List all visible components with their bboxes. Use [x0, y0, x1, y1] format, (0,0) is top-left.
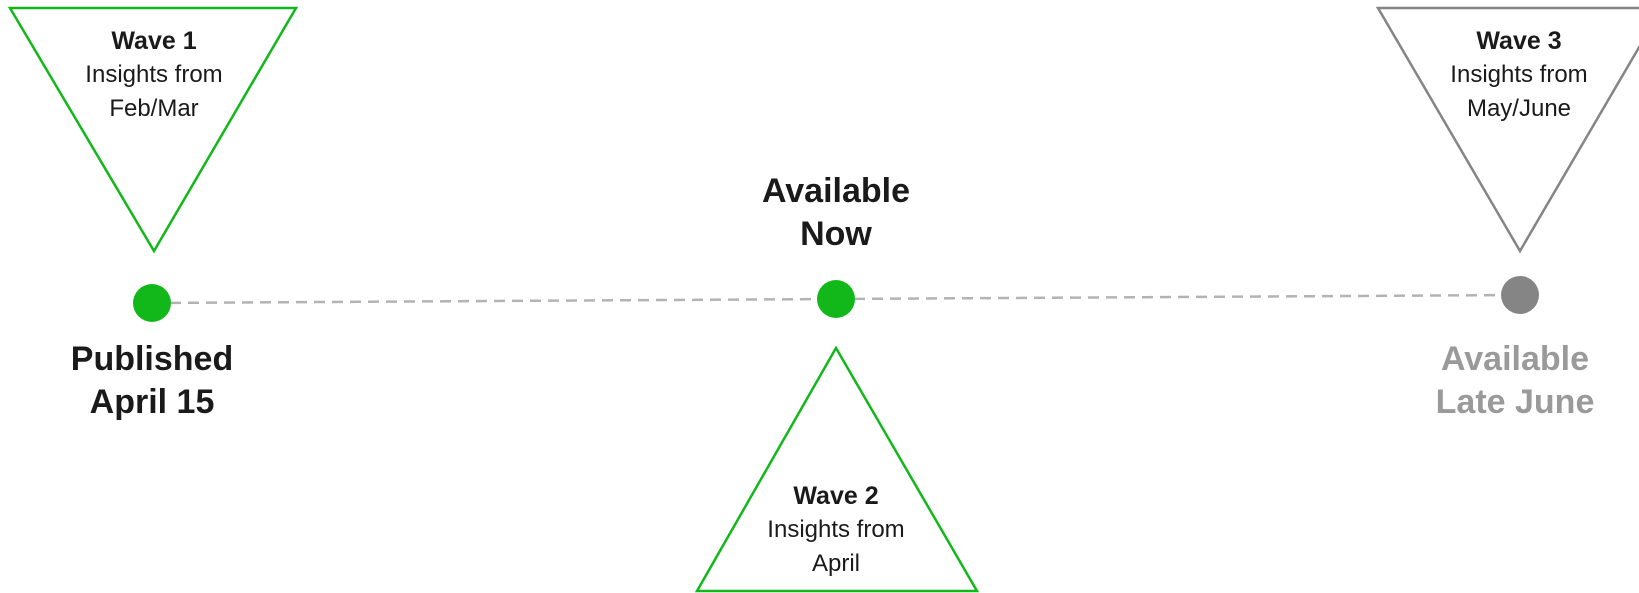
wave-1-label: Wave 1 Insights from Feb/Mar [34, 24, 274, 126]
wave-3-title: Wave 3 [1476, 27, 1562, 55]
wave-2-line2: April [811, 550, 860, 577]
milestone-2-status: Available Now [716, 170, 956, 256]
timeline-connector-1 [151, 297, 837, 305]
wave-1-line2: Feb/Mar [109, 95, 199, 122]
milestone-3-dot [1501, 276, 1539, 314]
milestone-3-line2: Late June [1435, 383, 1595, 421]
wave-2-line1: Insights from [767, 516, 905, 543]
milestone-1-dot [133, 284, 171, 322]
wave-3-line1: Insights from [1450, 61, 1588, 88]
milestone-1-status: Published April 15 [32, 338, 272, 424]
milestone-1-line1: Published [70, 340, 234, 378]
wave-1-triangle [7, 6, 299, 254]
milestone-3-line1: Available [1440, 340, 1590, 378]
milestone-2-dot [817, 280, 855, 318]
milestone-2-line1: Available [761, 172, 911, 210]
timeline-connector-2 [835, 293, 1521, 301]
wave-3-label: Wave 3 Insights from May/June [1399, 24, 1639, 126]
milestone-3-status: Available Late June [1390, 338, 1639, 424]
wave-3-triangle [1375, 6, 1639, 254]
wave-2-title: Wave 2 [793, 482, 879, 510]
milestone-1-line2: April 15 [89, 383, 215, 421]
wave-1-title: Wave 1 [111, 27, 197, 55]
wave-3-line2: May/June [1466, 95, 1572, 122]
wave-2-triangle [694, 345, 980, 593]
wave-1-line1: Insights from [85, 61, 223, 88]
wave-2-label: Wave 2 Insights from April [716, 479, 956, 581]
milestone-2-line2: Now [800, 215, 872, 253]
